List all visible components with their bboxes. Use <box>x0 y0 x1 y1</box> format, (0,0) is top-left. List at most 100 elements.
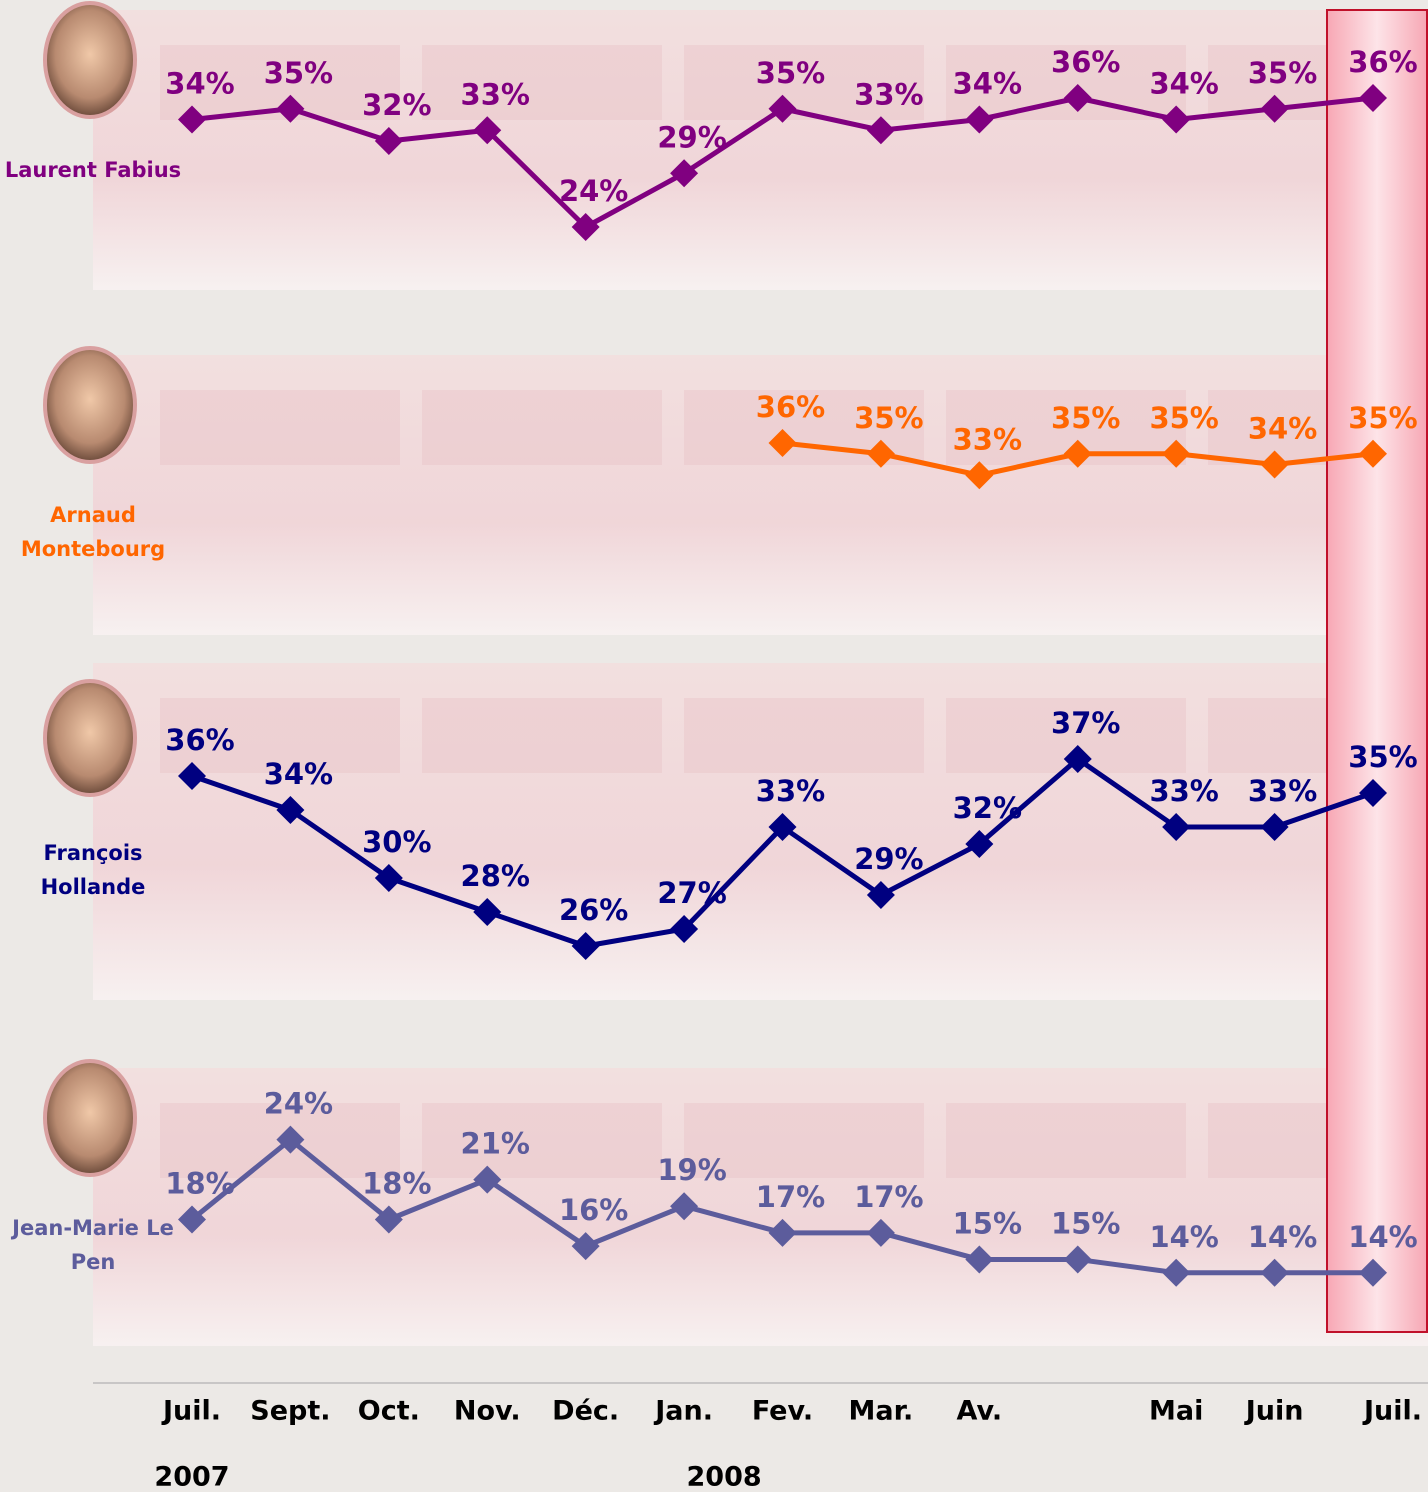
candidate-photo <box>43 346 137 464</box>
panel-photo <box>684 45 924 120</box>
data-marker <box>374 127 403 155</box>
data-label: 19% <box>657 1153 726 1187</box>
data-marker <box>571 213 600 241</box>
data-marker <box>768 1218 797 1247</box>
data-marker <box>1359 1258 1387 1287</box>
data-label: 33% <box>953 422 1022 456</box>
data-marker <box>768 813 797 841</box>
data-label: 35% <box>854 401 923 435</box>
candidate-name: Arnaud Montebourg <box>20 503 166 561</box>
data-label: 34% <box>264 757 333 791</box>
candidate-name: Laurent Fabius <box>4 158 182 182</box>
data-marker <box>1063 84 1092 112</box>
data-label: 35% <box>1348 740 1417 774</box>
year-label: 2008 <box>687 1462 762 1492</box>
data-marker <box>374 864 403 892</box>
data-label: 37% <box>1051 706 1120 740</box>
data-marker <box>670 159 699 188</box>
data-marker <box>1063 1245 1092 1274</box>
data-label: 14% <box>1248 1220 1317 1254</box>
data-marker <box>178 1205 206 1234</box>
x-tick-label: Juin <box>1244 1396 1304 1427</box>
data-marker <box>571 1232 600 1261</box>
data-label: 17% <box>854 1180 923 1214</box>
data-label: 35% <box>264 56 333 90</box>
data-marker <box>866 439 895 468</box>
candidate-name: François Hollande <box>40 841 146 899</box>
panel-photo <box>946 1103 1186 1178</box>
data-marker <box>866 881 895 909</box>
data-label: 29% <box>657 120 726 154</box>
data-label: 34% <box>1248 412 1317 446</box>
data-marker <box>1359 84 1387 112</box>
candidate-photo <box>43 679 137 797</box>
data-marker <box>1063 439 1092 468</box>
x-tick-label: Mai <box>1149 1396 1203 1427</box>
data-marker <box>276 1125 305 1154</box>
data-label: 17% <box>756 1180 825 1214</box>
data-label: 15% <box>1051 1206 1120 1240</box>
data-label: 35% <box>1348 401 1417 435</box>
data-marker <box>768 429 797 457</box>
panel-photo <box>422 698 662 773</box>
data-marker <box>670 915 699 943</box>
data-label: 29% <box>854 842 923 876</box>
data-label: 30% <box>362 825 431 859</box>
data-label: 36% <box>756 390 825 424</box>
x-tick-label: Juil. <box>161 1396 221 1427</box>
panel-photo <box>946 45 1186 120</box>
data-label: 36% <box>1348 45 1417 79</box>
data-label: 36% <box>165 723 234 757</box>
candidate-name: Jean-Marie Le Pen <box>12 1216 174 1274</box>
data-label: 18% <box>165 1167 234 1201</box>
data-label: 33% <box>854 77 923 111</box>
data-label: 26% <box>559 893 628 927</box>
data-label: 34% <box>953 67 1022 101</box>
x-tick-label: Juil. <box>1362 1396 1422 1427</box>
data-marker <box>1260 1258 1289 1287</box>
data-marker <box>374 1205 403 1234</box>
x-tick-label: Sept. <box>250 1396 330 1427</box>
panel-photo <box>422 1103 662 1178</box>
data-label: 35% <box>1248 56 1317 90</box>
data-marker <box>473 116 502 145</box>
data-label: 34% <box>165 67 234 101</box>
data-marker <box>1260 450 1289 479</box>
data-label: 33% <box>756 774 825 808</box>
panel-photo <box>422 45 662 120</box>
highlight-column <box>1326 9 1428 1333</box>
data-marker <box>1359 439 1387 468</box>
data-label: 34% <box>1149 67 1218 101</box>
data-marker <box>178 105 206 134</box>
data-marker <box>1162 1258 1191 1287</box>
data-label: 35% <box>756 56 825 90</box>
x-tick-label: Oct. <box>358 1396 420 1427</box>
data-marker <box>1162 439 1191 468</box>
data-marker <box>276 796 305 824</box>
data-label: 24% <box>559 174 628 208</box>
data-marker <box>866 116 895 145</box>
data-marker <box>965 1245 994 1274</box>
panel-photo <box>160 698 400 773</box>
data-label: 16% <box>559 1193 628 1227</box>
x-tick-label: Av. <box>957 1396 1003 1427</box>
data-marker <box>965 105 994 134</box>
panel-photo <box>422 390 662 465</box>
data-label: 33% <box>1149 774 1218 808</box>
data-label: 32% <box>953 791 1022 825</box>
data-marker <box>178 762 206 790</box>
data-label: 14% <box>1149 1220 1218 1254</box>
data-label: 21% <box>461 1127 530 1161</box>
data-label: 33% <box>461 77 530 111</box>
data-label: 32% <box>362 88 431 122</box>
data-label: 36% <box>1051 45 1120 79</box>
candidate-photo <box>43 1 137 119</box>
year-label: 2007 <box>154 1462 229 1492</box>
x-tick-label: Nov. <box>454 1396 521 1427</box>
data-label: 35% <box>1149 401 1218 435</box>
data-marker <box>1359 779 1387 807</box>
data-label: 33% <box>1248 774 1317 808</box>
data-label: 15% <box>953 1206 1022 1240</box>
data-marker <box>276 94 305 123</box>
panel-photo <box>160 390 400 465</box>
